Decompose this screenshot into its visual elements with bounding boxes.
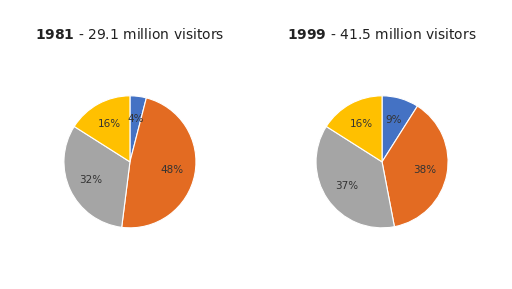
Wedge shape xyxy=(122,98,196,228)
Text: 16%: 16% xyxy=(98,119,121,129)
Text: 38%: 38% xyxy=(413,165,436,175)
Wedge shape xyxy=(64,127,130,227)
Wedge shape xyxy=(74,96,130,162)
Title: $\bf{1999}$ - 41.5 million visitors: $\bf{1999}$ - 41.5 million visitors xyxy=(287,27,477,42)
Text: 9%: 9% xyxy=(386,116,402,125)
Wedge shape xyxy=(382,106,448,227)
Wedge shape xyxy=(382,96,417,162)
Text: 4%: 4% xyxy=(127,114,143,124)
Text: 37%: 37% xyxy=(335,181,358,191)
Wedge shape xyxy=(316,127,394,228)
Text: 16%: 16% xyxy=(350,119,373,129)
Wedge shape xyxy=(130,96,146,162)
Text: 48%: 48% xyxy=(161,165,184,175)
Title: $\bf{1981}$ - 29.1 million visitors: $\bf{1981}$ - 29.1 million visitors xyxy=(35,27,225,42)
Text: 32%: 32% xyxy=(79,175,102,185)
Wedge shape xyxy=(326,96,382,162)
